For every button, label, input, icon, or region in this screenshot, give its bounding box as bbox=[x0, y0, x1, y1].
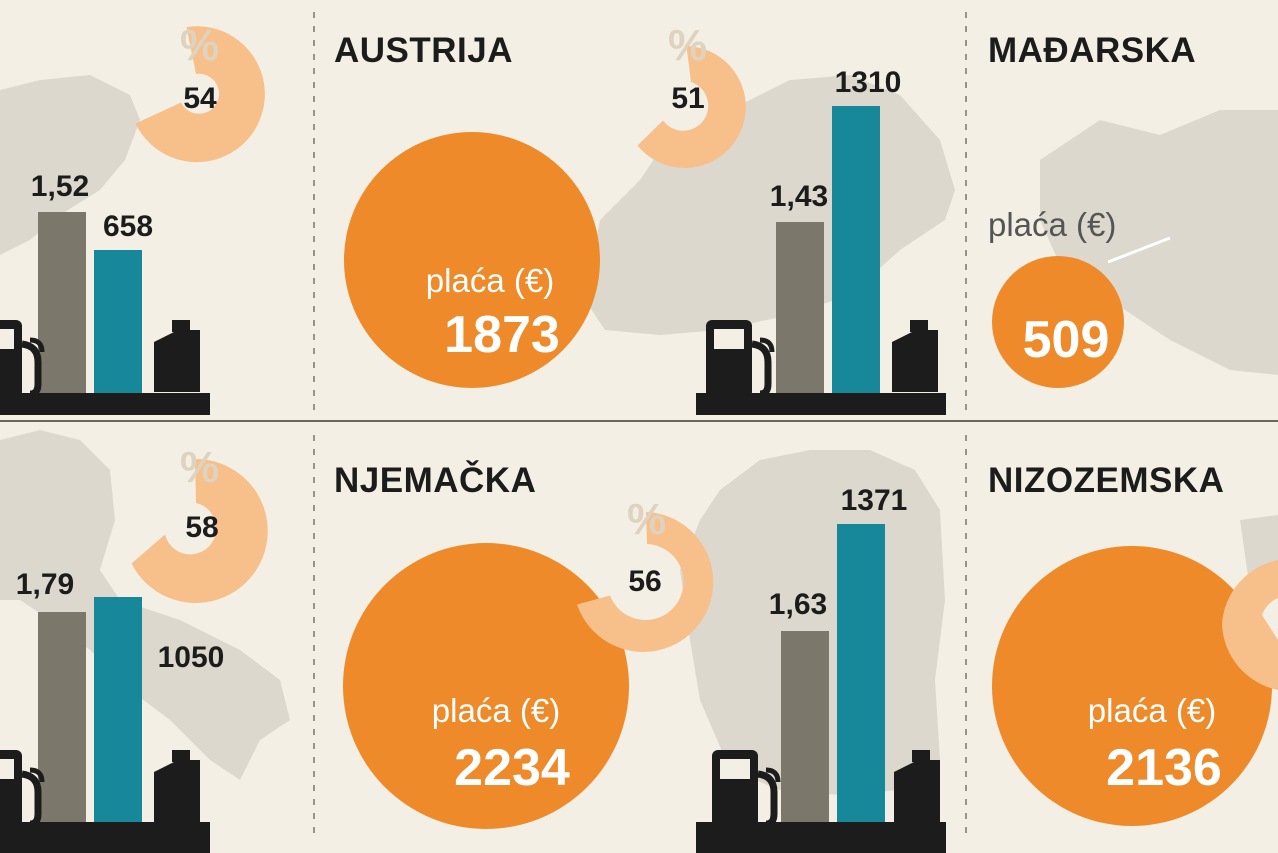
salary-circle bbox=[992, 256, 1124, 388]
bar-teal bbox=[832, 106, 880, 395]
salary-circle bbox=[344, 132, 600, 388]
bar-value-fuel-price: 1,63 bbox=[769, 588, 827, 621]
fuel-pump-icon bbox=[706, 320, 772, 398]
percent-ring-notch bbox=[1262, 598, 1278, 640]
percent-ring bbox=[131, 458, 268, 603]
base-platform bbox=[0, 822, 210, 853]
salary-circle bbox=[343, 543, 629, 829]
bar-fuel-price bbox=[38, 612, 86, 824]
percent-ring bbox=[135, 26, 265, 163]
panel-top-left: % 54 1,52 658 bbox=[0, 21, 265, 415]
base-platform bbox=[696, 393, 946, 415]
bar-value-teal: 658 bbox=[103, 210, 153, 243]
salary-value: 2234 bbox=[454, 739, 570, 797]
panel-nizozemska: NIZOZEMSKA plaća (€) 2136 bbox=[988, 461, 1278, 826]
base-platform bbox=[696, 822, 946, 853]
jerrycan-icon bbox=[154, 320, 200, 392]
salary-circle bbox=[992, 546, 1272, 826]
bar-fuel-price bbox=[776, 222, 824, 395]
jerrycan-icon bbox=[892, 320, 938, 392]
panel-austrija: AUSTRIJA plaća (€) 1873 % 51 1,43 1310 bbox=[334, 21, 946, 415]
map-river bbox=[1107, 236, 1171, 264]
map-shape bbox=[0, 75, 140, 255]
bar-teal bbox=[837, 524, 885, 824]
map-shape bbox=[0, 430, 290, 780]
country-name: MAĐARSKA bbox=[988, 31, 1196, 70]
salary-label: plaća (€) bbox=[426, 262, 554, 299]
bar-value-fuel-price: 1,79 bbox=[16, 568, 74, 601]
salary-label: plaća (€) bbox=[988, 206, 1116, 243]
country-name: NIZOZEMSKA bbox=[988, 461, 1224, 500]
fuel-pump-icon bbox=[0, 320, 42, 398]
percent-ring bbox=[637, 46, 746, 168]
bar-fuel-price bbox=[38, 212, 86, 395]
panel-bottom-left: % 58 1,79 1050 bbox=[0, 443, 268, 853]
bar-value-teal: 1310 bbox=[835, 66, 902, 99]
percent-sign: % bbox=[180, 21, 219, 70]
jerrycan-icon bbox=[154, 750, 200, 822]
percent-value: 54 bbox=[183, 82, 217, 115]
bar-value-teal: 1050 bbox=[158, 641, 225, 674]
country-name: AUSTRIJA bbox=[334, 31, 513, 70]
salary-label: plaća (€) bbox=[432, 692, 560, 729]
bar-teal bbox=[94, 597, 142, 824]
salary-value: 1873 bbox=[444, 306, 560, 364]
percent-sign: % bbox=[668, 21, 707, 70]
base-platform bbox=[0, 393, 210, 415]
panel-njemacka: NJEMAČKA % 56 plaća (€) 2234 1,63 1371 bbox=[334, 460, 946, 853]
percent-ring bbox=[1222, 560, 1278, 690]
panel-madarska: MAĐARSKA plaća (€) 509 bbox=[988, 31, 1196, 388]
percent-sign: % bbox=[180, 443, 219, 492]
bar-fuel-price bbox=[781, 631, 829, 824]
panel-dividers bbox=[0, 12, 1278, 835]
percent-value: 56 bbox=[628, 565, 661, 598]
salary-value: 509 bbox=[1023, 311, 1110, 369]
percent-value: 51 bbox=[671, 82, 704, 115]
salary-label: plaća (€) bbox=[1088, 692, 1216, 729]
bar-value-fuel-price: 1,52 bbox=[31, 170, 89, 203]
percent-sign: % bbox=[627, 495, 666, 544]
fuel-pump-icon bbox=[0, 750, 42, 828]
percent-ring bbox=[577, 512, 714, 652]
bar-value-fuel-price: 1,43 bbox=[770, 180, 828, 213]
country-name: NJEMAČKA bbox=[334, 460, 536, 500]
salary-value: 2136 bbox=[1106, 739, 1222, 797]
bar-value-teal: 1371 bbox=[841, 484, 908, 517]
bar-teal bbox=[94, 250, 142, 395]
percent-value: 58 bbox=[185, 511, 218, 544]
